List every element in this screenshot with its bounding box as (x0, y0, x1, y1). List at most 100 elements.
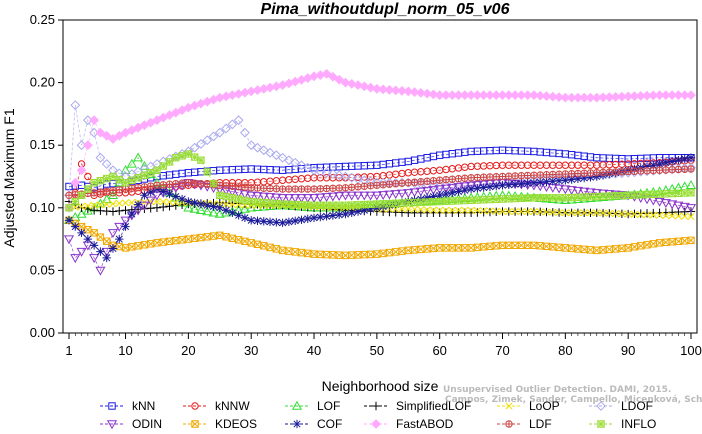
data-point (84, 202, 92, 210)
data-point (134, 242, 142, 250)
legend-label: COF (317, 417, 342, 431)
data-point (303, 214, 312, 224)
data-point (77, 228, 86, 238)
legend-item-kNNW: kNNW (183, 399, 250, 413)
data-point (128, 185, 136, 192)
data-point (77, 191, 86, 199)
data-point (586, 209, 595, 217)
data-point (580, 193, 588, 201)
data-point (398, 180, 406, 187)
data-point (101, 159, 112, 169)
data-point (592, 172, 601, 181)
data-point (159, 162, 167, 170)
data-point (530, 194, 538, 202)
data-point (228, 194, 237, 202)
data-point (197, 180, 205, 187)
y-tick-label: 0.20 (30, 75, 55, 90)
data-point (466, 184, 476, 194)
data-point (90, 189, 98, 196)
data-point (189, 142, 200, 153)
data-point (649, 190, 658, 198)
data-point (316, 250, 325, 259)
data-point (405, 179, 412, 186)
data-point (271, 193, 282, 203)
data-point (529, 90, 539, 101)
data-point (499, 173, 506, 180)
data-point (366, 250, 375, 259)
data-point (574, 193, 582, 201)
data-point (624, 244, 632, 252)
data-point (63, 235, 75, 245)
data-point (203, 168, 211, 176)
data-point (121, 244, 130, 252)
data-point (379, 181, 387, 188)
data-point (417, 245, 425, 254)
data-point (134, 184, 142, 191)
series-INFLO (65, 150, 695, 212)
data-point (667, 157, 677, 166)
data-point (260, 242, 268, 250)
x-axis-title: Neighborhood size (322, 378, 439, 394)
data-point (82, 140, 93, 151)
data-point (309, 165, 319, 176)
y-axis: 0.00 0.05 0.10 0.15 0.20 0.25 (30, 12, 63, 340)
data-point (511, 194, 519, 203)
data-point (128, 243, 136, 251)
data-point (297, 201, 306, 209)
data-point (348, 201, 356, 209)
data-point (285, 200, 293, 208)
data-point (510, 180, 520, 189)
data-point (334, 74, 345, 85)
data-point (518, 172, 525, 179)
data-point (385, 199, 394, 208)
data-point (675, 166, 682, 173)
data-point (70, 177, 81, 188)
data-point (467, 206, 475, 214)
data-point (354, 201, 362, 209)
data-point (461, 244, 469, 252)
data-point (371, 191, 382, 201)
data-point (97, 188, 104, 196)
data-point (479, 183, 488, 192)
data-point (597, 192, 609, 201)
legend-label: LOF (317, 399, 340, 413)
data-point (101, 130, 112, 141)
data-point (486, 173, 494, 181)
x-tick-label: 80 (558, 343, 572, 358)
legend-label: SimplifiedLOF (396, 399, 471, 413)
data-point (204, 181, 211, 188)
data-point (392, 180, 399, 187)
data-point (89, 241, 99, 250)
data-point (379, 200, 387, 208)
data-point (473, 184, 482, 193)
data-point (486, 195, 494, 204)
data-point (165, 198, 174, 206)
data-point (448, 197, 456, 205)
data-point (654, 197, 665, 207)
data-point (133, 200, 143, 209)
data-point (233, 115, 244, 126)
data-point (109, 172, 117, 181)
data-point (479, 243, 488, 251)
data-point (126, 158, 137, 168)
data-point (347, 208, 356, 218)
data-point (190, 153, 199, 161)
data-point (662, 166, 670, 174)
data-point (146, 204, 155, 213)
data-point (474, 174, 481, 181)
data-point (542, 194, 551, 202)
data-point (486, 207, 494, 215)
x-tick-label: 1 (65, 343, 72, 358)
data-point (386, 181, 393, 188)
legend-swatch-marker (505, 420, 513, 428)
data-point (302, 162, 313, 173)
data-point (379, 249, 387, 258)
data-point (655, 239, 664, 247)
data-point (656, 167, 663, 174)
data-point (630, 191, 639, 199)
data-point (327, 192, 338, 202)
data-point (84, 226, 92, 234)
data-point (536, 194, 544, 202)
data-point (618, 244, 626, 253)
data-point (605, 209, 613, 217)
